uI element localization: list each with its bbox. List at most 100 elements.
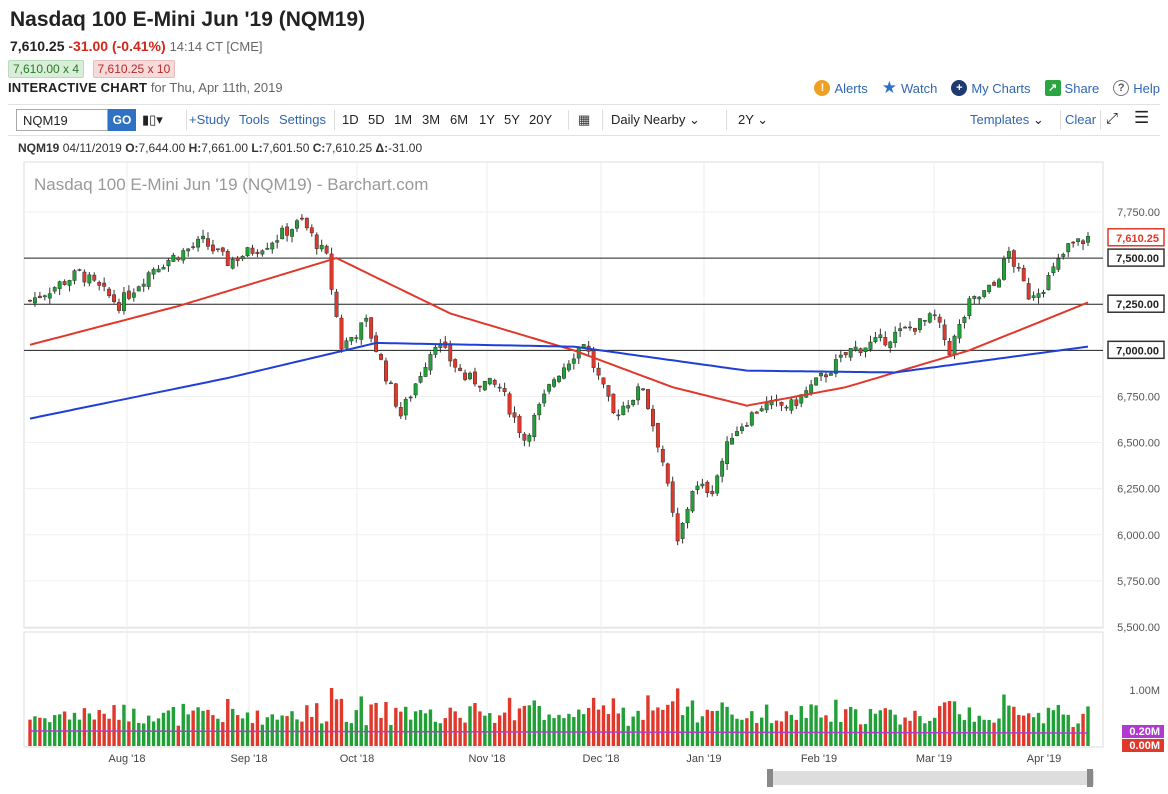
share-link[interactable]: ↗ Share <box>1044 80 1100 96</box>
candle-body <box>903 326 908 329</box>
period-6m[interactable]: 6M <box>450 112 469 127</box>
calendar-icon[interactable]: ▦ <box>578 112 591 127</box>
volume-bar <box>641 719 645 746</box>
candle-body <box>423 367 428 377</box>
period-1d[interactable]: 1D <box>342 112 359 127</box>
volume-bar <box>799 706 803 746</box>
candle-type-icon[interactable]: ▮▯▾ <box>142 112 163 127</box>
candle-body <box>680 523 685 539</box>
volume-bar <box>1086 706 1090 746</box>
volume-bar <box>937 706 942 746</box>
volume-bar <box>853 709 858 746</box>
volume-bar <box>666 704 670 746</box>
open-value: 7,644.00 <box>138 141 186 155</box>
candle-body <box>547 384 552 392</box>
chart-grid <box>23 161 1104 748</box>
period-1y[interactable]: 1Y <box>479 112 495 127</box>
period-5d[interactable]: 5D <box>368 112 385 127</box>
scrollbar-handle-right[interactable] <box>1087 769 1093 787</box>
volume-bar <box>38 717 42 746</box>
expand-icon[interactable]: ⤢ <box>1106 110 1119 127</box>
candle-body <box>873 337 878 343</box>
volume-current-box <box>1122 739 1164 752</box>
candle-body <box>888 341 893 348</box>
volume-bar <box>720 702 724 746</box>
x-tick-label: Sep '18 <box>231 753 268 765</box>
volume-bar <box>1061 714 1065 746</box>
volume-bar <box>132 708 136 746</box>
templates-select[interactable]: Templates ⌄ <box>970 112 1044 128</box>
templates-label: Templates <box>970 112 1030 127</box>
x-tick-label: Dec '18 <box>583 753 620 765</box>
volume-bar <box>888 709 892 746</box>
scrollbar-handle-left[interactable] <box>767 769 773 787</box>
period-20y[interactable]: 20Y <box>529 112 553 127</box>
volume-bar <box>255 710 260 746</box>
go-button[interactable]: GO <box>108 109 136 131</box>
volume-bar <box>591 697 596 746</box>
ohlc-date: 04/11/2019 <box>62 141 122 155</box>
aggregation-select[interactable]: Daily Nearby ⌄ <box>611 112 700 128</box>
candle-body <box>240 255 245 260</box>
volume-bar <box>883 708 887 746</box>
symbol-input[interactable]: NQM19 <box>16 109 108 131</box>
candle-body <box>596 367 601 376</box>
period-3m[interactable]: 3M <box>422 112 441 127</box>
volume-bar <box>389 724 393 746</box>
chevron-down-icon: ⌄ <box>757 112 769 127</box>
volume-bar <box>127 721 131 746</box>
volume-bar <box>413 711 418 746</box>
candle-body <box>92 274 97 281</box>
period-5y[interactable]: 5Y <box>504 112 520 127</box>
volume-bar <box>394 707 398 746</box>
range-select[interactable]: 2Y ⌄ <box>738 112 768 128</box>
settings-button[interactable]: Settings <box>279 112 326 127</box>
candle-body <box>883 337 888 346</box>
volume-bar <box>77 719 82 746</box>
candle-body <box>670 481 675 513</box>
clear-button[interactable]: Clear <box>1065 112 1097 127</box>
candle-body <box>477 385 482 388</box>
candle-body <box>309 227 314 234</box>
candle-body <box>388 382 393 385</box>
candle-body <box>359 322 364 340</box>
candle-body <box>299 217 304 220</box>
delta-value: -31.00 <box>388 141 423 155</box>
volume-bar <box>616 713 621 746</box>
price-change: -31.00 (-0.41%) <box>68 38 166 54</box>
volume-bar <box>206 709 210 746</box>
bid-badge: 7,610.00 x 4 <box>8 60 85 78</box>
low-value: 7,601.50 <box>262 141 310 155</box>
menu-icon[interactable]: ☰ <box>1134 108 1150 127</box>
volume-bar <box>186 714 190 746</box>
watch-link[interactable]: ★ Watch <box>882 78 938 98</box>
candle-body <box>1011 250 1016 267</box>
candle-body <box>1041 291 1046 294</box>
volume-bar <box>972 721 976 746</box>
help-link[interactable]: ? Help <box>1113 80 1160 96</box>
volume-bar <box>601 705 606 746</box>
quote-time: 14:14 CT [CME] <box>169 39 263 54</box>
y-tick-label: 5,750.00 <box>1117 576 1160 588</box>
volume-bar <box>933 717 937 746</box>
candle-body <box>641 388 645 391</box>
my-charts-link[interactable]: + My Charts <box>951 80 1031 96</box>
range-scrollbar[interactable] <box>770 771 1094 785</box>
close-label: C: <box>312 141 326 155</box>
share-label: Share <box>1064 80 1100 96</box>
volume-bar <box>240 718 245 746</box>
study-button[interactable]: +Study <box>189 112 230 127</box>
period-1m[interactable]: 1M <box>394 112 413 127</box>
candle-body <box>28 299 32 302</box>
volume-bar <box>952 701 957 746</box>
volume-bar <box>334 699 339 746</box>
volume-bar <box>448 707 452 746</box>
tools-button[interactable]: Tools <box>239 112 270 127</box>
volume-bar <box>502 712 507 746</box>
x-tick-label: Apr '19 <box>1027 753 1062 765</box>
volume-bar <box>675 688 680 746</box>
volume-bar <box>295 719 299 746</box>
volume-bar <box>661 709 665 746</box>
alerts-link[interactable]: ! Alerts <box>814 80 868 96</box>
